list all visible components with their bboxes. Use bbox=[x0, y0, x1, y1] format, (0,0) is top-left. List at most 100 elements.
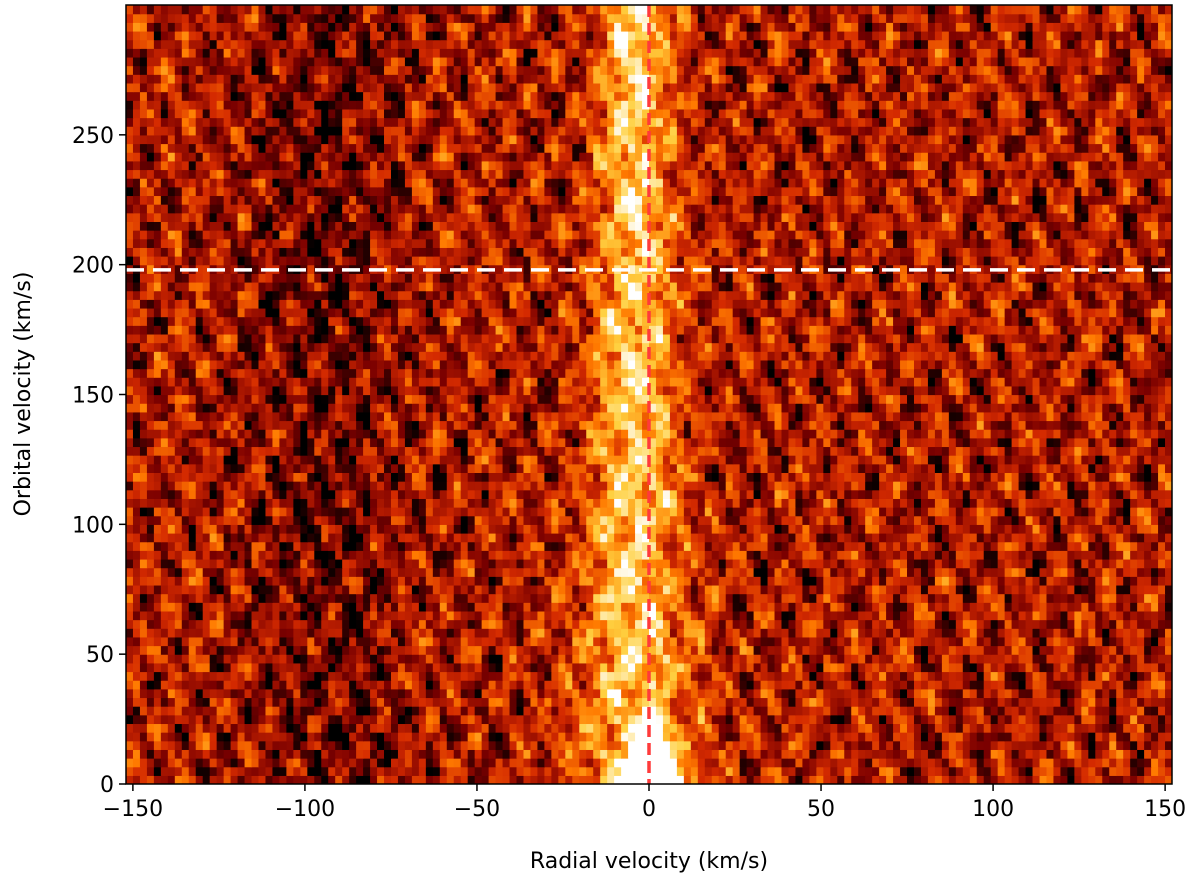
heatmap-cell bbox=[704, 593, 713, 603]
heatmap-cell bbox=[384, 567, 392, 577]
heatmap-cell bbox=[962, 558, 971, 569]
heatmap-cell bbox=[886, 619, 894, 629]
heatmap-cell bbox=[781, 671, 790, 681]
heatmap-cell bbox=[293, 489, 301, 499]
heatmap-cell bbox=[244, 636, 253, 647]
heatmap-cell bbox=[188, 723, 197, 733]
heatmap-cell bbox=[586, 775, 594, 784]
heatmap-cell bbox=[621, 524, 629, 534]
heatmap-cell bbox=[328, 515, 336, 525]
heatmap-cell bbox=[907, 688, 915, 699]
heatmap-cell bbox=[983, 498, 992, 508]
heatmap-cell bbox=[126, 662, 134, 673]
heatmap-cell bbox=[913, 610, 922, 621]
heatmap-cell bbox=[649, 775, 657, 784]
heatmap-cell bbox=[997, 507, 1006, 517]
heatmap-cell bbox=[572, 507, 580, 517]
heatmap-cell bbox=[662, 732, 671, 742]
heatmap-cell bbox=[676, 619, 685, 629]
heatmap-cell bbox=[934, 524, 943, 534]
heatmap-cell bbox=[160, 584, 169, 595]
heatmap-cell bbox=[746, 758, 755, 768]
heatmap-cell bbox=[551, 766, 559, 776]
heatmap-cell bbox=[976, 758, 985, 768]
heatmap-cell bbox=[377, 619, 385, 629]
heatmap-cell bbox=[153, 524, 162, 534]
heatmap-cell bbox=[669, 758, 678, 768]
heatmap-cell bbox=[816, 593, 824, 603]
heatmap-cell bbox=[934, 619, 943, 629]
heatmap-cell bbox=[397, 636, 406, 647]
heatmap-cell bbox=[669, 732, 678, 742]
heatmap-cell bbox=[216, 775, 225, 784]
heatmap-cell bbox=[669, 593, 678, 603]
heatmap-cell bbox=[1151, 515, 1159, 525]
heatmap-cell bbox=[1025, 766, 1034, 776]
heatmap-cell bbox=[202, 662, 211, 673]
heatmap-cell bbox=[962, 498, 971, 508]
heatmap-cell bbox=[460, 714, 469, 725]
heatmap-cell bbox=[370, 654, 378, 664]
heatmap-cell bbox=[774, 758, 783, 768]
heatmap-cell bbox=[823, 671, 831, 681]
heatmap-cell bbox=[711, 541, 720, 551]
heatmap-cell bbox=[418, 498, 427, 508]
heatmap-cell bbox=[181, 662, 190, 673]
heatmap-cell bbox=[446, 680, 455, 690]
heatmap-cell bbox=[460, 688, 469, 699]
heatmap-cell bbox=[425, 532, 434, 543]
heatmap-cell bbox=[886, 550, 894, 560]
heatmap-cell bbox=[384, 645, 392, 655]
heatmap-cell bbox=[502, 766, 511, 776]
heatmap-cell bbox=[662, 532, 671, 543]
heatmap-cell bbox=[146, 576, 155, 586]
heatmap-cell bbox=[209, 558, 218, 569]
heatmap-cell bbox=[1011, 680, 1020, 690]
heatmap-cell bbox=[809, 532, 817, 543]
heatmap-cell bbox=[216, 515, 225, 525]
heatmap-cell bbox=[153, 628, 162, 638]
heatmap-cell bbox=[1011, 593, 1020, 603]
heatmap-cell bbox=[258, 654, 267, 664]
heatmap-cell bbox=[160, 732, 169, 742]
heatmap-cell bbox=[635, 671, 643, 681]
heatmap-cell bbox=[544, 714, 552, 725]
heatmap-cell bbox=[893, 714, 901, 725]
heatmap-cell bbox=[948, 749, 957, 759]
heatmap-cell bbox=[251, 758, 260, 768]
heatmap-cell bbox=[474, 524, 483, 534]
heatmap-cell bbox=[962, 714, 971, 725]
heatmap-cell bbox=[900, 550, 908, 560]
heatmap-cell bbox=[321, 593, 329, 603]
heatmap-cell bbox=[1053, 645, 1062, 655]
heatmap-cell bbox=[272, 507, 281, 517]
heatmap-cell bbox=[662, 654, 671, 664]
heatmap-cell bbox=[941, 680, 950, 690]
heatmap-cell bbox=[997, 498, 1006, 508]
heatmap-cell bbox=[830, 775, 838, 784]
heatmap-cell bbox=[1102, 498, 1110, 508]
heatmap-cell bbox=[900, 636, 908, 647]
heatmap-cell bbox=[1165, 550, 1172, 560]
heatmap-cell bbox=[390, 636, 399, 647]
heatmap-cell bbox=[851, 558, 859, 569]
heatmap-cell bbox=[697, 706, 706, 716]
heatmap-cell bbox=[593, 576, 601, 586]
heatmap-cell bbox=[927, 584, 936, 595]
heatmap-cell bbox=[432, 532, 441, 543]
heatmap-cell bbox=[788, 524, 797, 534]
heatmap-cell bbox=[356, 507, 364, 517]
heatmap-cell bbox=[669, 680, 678, 690]
heatmap-cell bbox=[307, 584, 315, 595]
heatmap-cell bbox=[474, 558, 483, 569]
heatmap-cell bbox=[1088, 749, 1096, 759]
heatmap-cell bbox=[1067, 610, 1075, 621]
heatmap-cell bbox=[579, 610, 587, 621]
heatmap-cell bbox=[1060, 714, 1068, 725]
heatmap-cell bbox=[1151, 532, 1159, 543]
heatmap-cell bbox=[830, 532, 838, 543]
heatmap-cell bbox=[349, 740, 357, 750]
heatmap-cell bbox=[1116, 740, 1124, 750]
heatmap-cell bbox=[948, 636, 957, 647]
heatmap-cell bbox=[586, 532, 594, 543]
